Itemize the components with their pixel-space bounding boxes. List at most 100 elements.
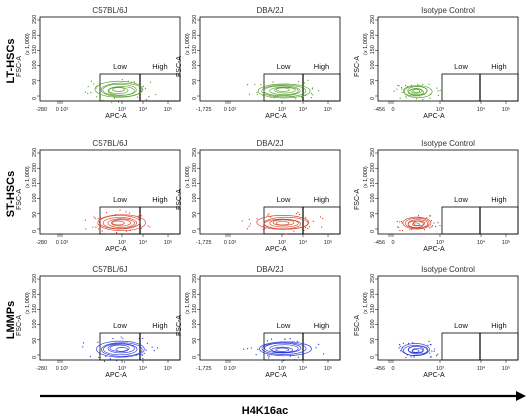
outlier-dot xyxy=(248,93,251,95)
y-tick-label: 50 xyxy=(32,212,38,218)
outlier-dot xyxy=(410,356,412,358)
gate-label-high: High xyxy=(314,321,329,330)
plot-panel: DBA/2J 250 200 150 100 50 0 (x 1,000)FSC-A -1,72… xyxy=(176,139,341,253)
outlier-dot xyxy=(82,346,84,348)
y-tick-label: 200 xyxy=(32,289,38,298)
outlier-dot xyxy=(270,96,272,98)
outlier-dot xyxy=(423,229,426,231)
outlier-dot xyxy=(297,81,300,83)
outlier-dot xyxy=(246,84,249,86)
outlier-dot xyxy=(142,85,145,87)
outlier-dot xyxy=(400,220,403,223)
contour-line xyxy=(94,80,144,98)
contour-line xyxy=(411,349,420,353)
contour-line xyxy=(403,345,428,357)
outlier-dot xyxy=(399,229,401,232)
x-tick-label: 10³ xyxy=(118,366,126,372)
outlier-dot xyxy=(98,100,100,102)
contour-line xyxy=(275,221,290,226)
x-tick-label: 0 10² xyxy=(56,107,69,113)
outlier-dot xyxy=(90,92,92,94)
x-tick-label: 10³ xyxy=(436,240,444,246)
plot-frame xyxy=(377,149,519,235)
outlier-dot xyxy=(413,355,415,357)
y-tick-label: 250 xyxy=(370,148,376,157)
y-tick-label: 50 xyxy=(370,338,376,344)
y-tick-label: 100 xyxy=(370,319,376,328)
y-tick-label: 100 xyxy=(192,60,198,69)
y-tick-label: 150 xyxy=(32,178,38,187)
outlier-dot xyxy=(429,215,432,217)
outlier-dot xyxy=(136,96,139,98)
outlier-dot xyxy=(117,101,120,103)
x-tick-label: 0 10² xyxy=(224,240,237,246)
outlier-dot xyxy=(317,90,320,92)
outlier-dot xyxy=(285,233,287,235)
outlier-dot xyxy=(426,217,428,219)
outlier-dot xyxy=(142,357,144,360)
outlier-dot xyxy=(398,343,401,346)
contour-line xyxy=(112,87,125,92)
panel-title: C57BL/6J xyxy=(92,6,127,15)
outlier-dot xyxy=(98,353,101,355)
outlier-dot xyxy=(307,228,309,230)
x-tick-label: -456 xyxy=(374,366,385,372)
outlier-dot xyxy=(270,216,272,218)
y-tick-label: 0 xyxy=(370,97,376,100)
outlier-dot xyxy=(429,227,431,229)
gate-label-high: High xyxy=(491,195,506,204)
y-axis-label: FSC-A xyxy=(16,189,23,210)
outlier-dot xyxy=(241,220,243,222)
contour-line xyxy=(276,87,290,92)
row-label: LMMPs xyxy=(5,301,17,340)
x-tick-label: 10³ xyxy=(278,366,286,372)
y-scale-label: (x 1,000) xyxy=(185,292,191,314)
y-axis-label: FSC-A xyxy=(176,315,183,336)
contour-line xyxy=(412,89,421,93)
outlier-dot xyxy=(113,97,116,99)
outlier-dot xyxy=(93,216,95,218)
y-tick-label: 100 xyxy=(32,193,38,202)
y-tick-label: 200 xyxy=(192,30,198,39)
gate-label-high: High xyxy=(314,62,329,71)
y-tick-label: 50 xyxy=(370,212,376,218)
y-scale-label: (x 1,000) xyxy=(185,33,191,55)
gate-box xyxy=(263,206,341,235)
outlier-dot xyxy=(430,355,432,358)
gate-label-high: High xyxy=(152,195,167,204)
y-scale-label: (x 1,000) xyxy=(25,33,31,55)
outlier-dot xyxy=(308,226,311,228)
contour-line xyxy=(108,86,129,94)
y-tick-label: 250 xyxy=(370,274,376,283)
y-tick-label: 100 xyxy=(192,319,198,328)
outlier-dot xyxy=(283,360,285,362)
panel-title: C57BL/6J xyxy=(92,139,127,148)
contour-line xyxy=(271,346,293,354)
outlier-dot xyxy=(95,226,97,228)
outlier-dot xyxy=(427,344,429,346)
y-axis-label: FSC-A xyxy=(16,56,23,77)
gate-label-low: Low xyxy=(454,195,468,204)
outlier-dot xyxy=(102,99,104,101)
y-tick-label: 150 xyxy=(370,304,376,313)
outlier-dot xyxy=(310,96,313,99)
x-tick-label: 0 xyxy=(391,240,394,246)
gate-label-low: Low xyxy=(113,321,127,330)
y-tick-label: 200 xyxy=(192,163,198,172)
outlier-dot xyxy=(402,342,405,344)
outlier-dot xyxy=(433,350,435,352)
contour-line xyxy=(115,347,129,352)
outlier-dot xyxy=(243,348,245,350)
outlier-dot xyxy=(407,342,410,344)
outlier-dot xyxy=(256,218,258,220)
y-tick-label: 50 xyxy=(192,79,198,85)
outlier-dot xyxy=(105,211,108,214)
outlier-dot xyxy=(401,91,403,94)
outlier-dot xyxy=(115,360,118,362)
outlier-dot xyxy=(428,83,430,85)
outlier-dot xyxy=(106,233,109,235)
outlier-dot xyxy=(142,337,144,340)
outlier-dot xyxy=(419,233,421,235)
x-tick-label: 10⁵ xyxy=(324,106,332,113)
